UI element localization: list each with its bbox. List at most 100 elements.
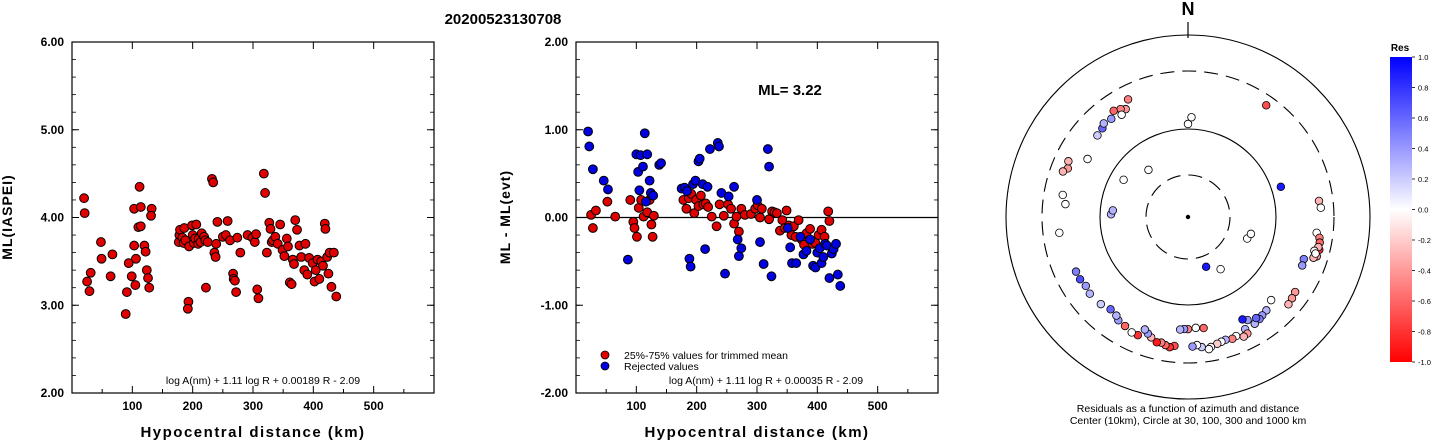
data-point — [785, 242, 796, 253]
distance-ring — [1041, 70, 1335, 364]
y-tick-label: 3.00 — [41, 298, 65, 312]
station-marker — [1239, 332, 1248, 341]
data-point — [648, 190, 659, 201]
station-marker — [1081, 281, 1091, 291]
station-marker — [1064, 157, 1073, 166]
data-point — [587, 223, 598, 233]
data-point — [201, 282, 211, 293]
colorbar-tick-label: 1.0 — [1418, 53, 1428, 62]
data-point — [222, 216, 233, 226]
distance-ring — [1145, 174, 1231, 260]
legend-label-rejected: Rejected values — [624, 361, 699, 373]
station-marker — [1228, 334, 1237, 344]
station-marker — [1109, 106, 1118, 116]
data-point — [260, 188, 270, 198]
data-point — [755, 237, 765, 247]
data-point — [764, 161, 774, 172]
data-point — [766, 271, 777, 282]
data-point — [231, 287, 242, 297]
station-marker — [1251, 313, 1261, 323]
data-point — [182, 303, 193, 314]
magnitude-chart: ML(IASPEI) Hypocentral distance (km) log… — [0, 35, 435, 441]
station-marker — [1266, 295, 1276, 305]
station-marker — [1120, 321, 1130, 331]
data-point — [703, 202, 714, 212]
colorbar-tick-label: -0.6 — [1418, 297, 1431, 306]
epicenter-marker — [1185, 214, 1191, 220]
data-point — [793, 215, 804, 226]
data-point — [120, 309, 131, 319]
data-point — [602, 196, 613, 207]
data-point — [689, 208, 700, 219]
data-point — [320, 224, 331, 234]
data-point — [265, 224, 276, 234]
station-marker — [1262, 101, 1271, 110]
formula-label: log A(nm) + 1.11 log R + 0.00035 R - 2.0… — [669, 375, 863, 387]
data-point — [681, 203, 692, 214]
data-point — [122, 287, 132, 297]
data-point — [795, 231, 806, 242]
data-point — [756, 203, 767, 214]
data-point — [682, 186, 692, 197]
station-marker — [1058, 167, 1068, 176]
y-tick-label: 2.00 — [545, 35, 569, 49]
station-marker — [1083, 154, 1092, 164]
station-marker — [1183, 119, 1193, 129]
station-marker — [1298, 261, 1307, 270]
station-marker — [1187, 113, 1196, 122]
colorbar-title: Res — [1391, 43, 1410, 54]
x-axis-label: Hypocentral distance (km) — [140, 424, 365, 441]
caption-line-1: Residuals as a function of azimuth and d… — [1077, 403, 1300, 415]
data-point — [135, 221, 146, 232]
station-marker — [1201, 262, 1211, 271]
colorbar-gradient — [1390, 57, 1412, 362]
station-marker — [1175, 325, 1185, 334]
station-marker — [1107, 114, 1116, 124]
data-point — [318, 260, 328, 271]
y-tick-label: 0.00 — [545, 211, 569, 225]
data-point — [638, 161, 648, 172]
data-point — [85, 267, 96, 278]
data-point — [129, 240, 140, 251]
colorbar-tick-label: -0.2 — [1418, 236, 1431, 245]
data-point — [648, 210, 659, 221]
formula-label: log A(nm) + 1.11 log R + 0.00189 R - 2.0… — [166, 375, 360, 387]
colorbar-tick-label: 0.8 — [1418, 84, 1428, 93]
data-point — [135, 202, 146, 212]
data-point — [275, 219, 286, 230]
station-marker — [1071, 267, 1081, 276]
x-tick-label: 100 — [626, 399, 646, 413]
data-point — [208, 177, 219, 188]
data-point — [714, 199, 725, 210]
station-marker — [1096, 299, 1106, 309]
distance-rings — [1005, 34, 1371, 400]
data-point — [731, 211, 742, 222]
data-point — [736, 243, 747, 254]
data-point — [684, 253, 695, 264]
station-marker — [1058, 190, 1067, 200]
x-tick-label: 400 — [303, 399, 323, 413]
legend-marker-trimmed — [600, 350, 610, 360]
colorbar-tick-label: -0.4 — [1418, 267, 1431, 276]
data-point — [232, 232, 243, 243]
data-point — [823, 206, 834, 217]
x-axis-label: Hypocentral distance (km) — [644, 424, 869, 441]
distance-ring — [1099, 128, 1277, 306]
data-point — [734, 226, 744, 237]
data-point — [286, 279, 297, 290]
station-marker — [1085, 289, 1095, 298]
plot-frame — [71, 41, 435, 394]
colorbar-tick-label: -0.8 — [1418, 328, 1431, 337]
data-point — [130, 280, 141, 290]
data-point — [644, 175, 655, 186]
data-point — [230, 275, 240, 286]
x-tick-label: 300 — [747, 399, 767, 413]
data-point — [726, 203, 736, 214]
data-point — [702, 181, 713, 192]
data-point — [261, 247, 272, 258]
station-marker — [1216, 264, 1225, 274]
y-tick-label: -1.00 — [541, 298, 569, 312]
data-point — [755, 212, 765, 223]
data-point — [191, 219, 202, 230]
